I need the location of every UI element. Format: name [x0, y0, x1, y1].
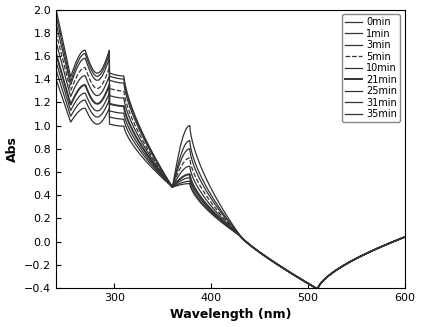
5min	[328, 272, 333, 276]
10min	[402, 235, 408, 239]
0min	[223, 212, 228, 216]
25min	[392, 239, 397, 243]
Line: 0min: 0min	[56, 9, 405, 289]
Line: 10min: 10min	[56, 42, 405, 289]
0min	[328, 272, 333, 276]
31min	[315, 287, 320, 291]
25min	[53, 60, 59, 64]
35min	[392, 239, 397, 243]
10min	[392, 239, 397, 243]
25min	[392, 239, 397, 243]
3min	[214, 204, 219, 208]
31min	[53, 68, 59, 72]
21min	[53, 52, 59, 56]
21min	[214, 213, 219, 217]
35min	[315, 287, 320, 291]
Line: 1min: 1min	[56, 15, 405, 289]
25min	[328, 272, 333, 276]
3min	[53, 22, 59, 26]
21min	[315, 287, 320, 291]
31min	[214, 215, 219, 219]
1min	[315, 287, 320, 291]
3min	[315, 287, 320, 291]
10min	[214, 210, 219, 214]
5min	[315, 287, 320, 291]
0min	[72, 66, 77, 70]
Line: 21min: 21min	[56, 54, 405, 289]
10min	[392, 239, 397, 243]
0min	[392, 239, 397, 243]
31min	[392, 239, 397, 243]
1min	[392, 239, 397, 243]
3min	[392, 239, 397, 243]
10min	[72, 87, 77, 91]
25min	[223, 222, 228, 226]
31min	[328, 272, 333, 276]
21min	[392, 239, 397, 243]
Line: 3min: 3min	[56, 24, 405, 289]
5min	[392, 239, 397, 243]
35min	[223, 224, 228, 228]
25min	[315, 287, 320, 291]
35min	[328, 272, 333, 276]
Legend: 0min, 1min, 3min, 5min, 10min, 21min, 25min, 31min, 35min: 0min, 1min, 3min, 5min, 10min, 21min, 25…	[342, 14, 400, 122]
0min	[53, 8, 59, 11]
35min	[402, 235, 408, 239]
5min	[223, 218, 228, 222]
5min	[72, 81, 77, 85]
31min	[223, 223, 228, 227]
5min	[53, 31, 59, 35]
3min	[392, 239, 397, 243]
25min	[214, 214, 219, 218]
Y-axis label: Abs: Abs	[5, 136, 19, 162]
3min	[402, 235, 408, 239]
0min	[214, 197, 219, 200]
0min	[402, 235, 408, 239]
31min	[72, 109, 77, 113]
5min	[214, 208, 219, 212]
35min	[72, 115, 77, 119]
35min	[53, 77, 59, 81]
3min	[223, 217, 228, 221]
10min	[53, 40, 59, 44]
25min	[72, 103, 77, 107]
3min	[328, 272, 333, 276]
1min	[223, 215, 228, 219]
X-axis label: Wavelength (nm): Wavelength (nm)	[170, 308, 291, 321]
0min	[315, 287, 320, 291]
35min	[214, 216, 219, 220]
1min	[328, 272, 333, 276]
0min	[392, 239, 397, 243]
10min	[223, 220, 228, 224]
21min	[392, 239, 397, 243]
21min	[328, 272, 333, 276]
10min	[315, 287, 320, 291]
10min	[328, 272, 333, 276]
Line: 25min: 25min	[56, 62, 405, 289]
21min	[223, 222, 228, 226]
Line: 5min: 5min	[56, 33, 405, 289]
31min	[392, 239, 397, 243]
1min	[53, 13, 59, 17]
21min	[402, 235, 408, 239]
25min	[402, 235, 408, 239]
1min	[214, 202, 219, 206]
5min	[392, 239, 397, 243]
Line: 35min: 35min	[56, 79, 405, 289]
5min	[402, 235, 408, 239]
31min	[402, 235, 408, 239]
35min	[392, 239, 397, 243]
1min	[402, 235, 408, 239]
3min	[72, 74, 77, 78]
1min	[392, 239, 397, 243]
1min	[72, 70, 77, 74]
Line: 31min: 31min	[56, 70, 405, 289]
21min	[72, 96, 77, 100]
